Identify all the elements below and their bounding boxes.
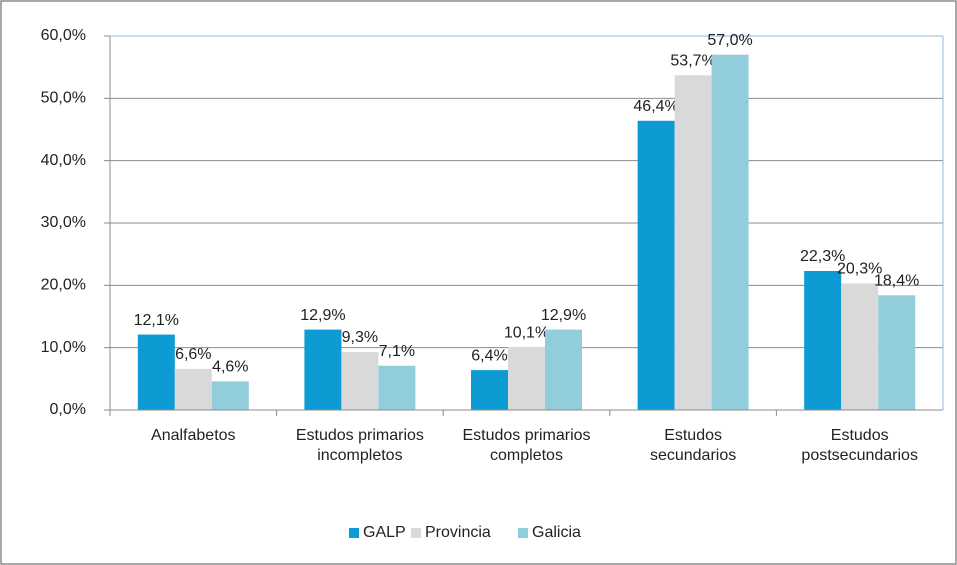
bar	[378, 365, 416, 410]
data-label: 12,9%	[300, 307, 345, 324]
bar	[804, 270, 842, 410]
bar	[841, 283, 879, 410]
legend-swatch	[518, 528, 528, 538]
data-label: 12,1%	[134, 312, 179, 329]
data-label: 46,4%	[633, 98, 678, 115]
y-tick-label: 20,0%	[41, 277, 86, 294]
bar	[637, 120, 675, 411]
legend-label: Provincia	[425, 524, 491, 541]
x-tick-label: Estudos postsecundarios	[801, 427, 918, 464]
y-tick-label: 60,0%	[41, 27, 86, 44]
bar	[471, 370, 508, 410]
y-tick-label: 10,0%	[41, 339, 86, 356]
bar	[711, 54, 749, 410]
data-label: 20,3%	[837, 261, 882, 278]
bar	[508, 347, 545, 410]
data-label: 22,3%	[800, 248, 845, 265]
data-label: 7,1%	[379, 343, 415, 360]
x-tick-label: Estudos secundarios	[649, 427, 737, 464]
legend-label: GALP	[363, 524, 406, 541]
legend-swatch	[411, 528, 421, 538]
data-label: 12,9%	[541, 307, 586, 324]
legend-swatch	[349, 528, 359, 538]
legend-label: Galicia	[532, 524, 581, 541]
data-label: 4,6%	[212, 359, 248, 376]
data-label: 9,3%	[342, 329, 378, 346]
x-tick-label: Analfabetos	[151, 427, 236, 444]
y-tick-label: 30,0%	[41, 214, 86, 231]
data-label: 18,4%	[874, 273, 919, 290]
x-tick-label: Estudos primarios incompletos	[295, 427, 424, 464]
bar	[304, 329, 342, 410]
bar	[137, 334, 175, 410]
data-label: 57,0%	[707, 32, 752, 49]
data-label: 53,7%	[670, 52, 715, 69]
bar	[174, 368, 212, 410]
bar	[341, 352, 379, 410]
bar	[211, 381, 249, 410]
bar	[545, 329, 582, 410]
data-label: 6,6%	[175, 346, 211, 363]
data-label: 10,1%	[504, 324, 549, 341]
data-label: 6,4%	[471, 347, 507, 364]
y-tick-label: 0,0%	[50, 401, 86, 418]
y-tick-label: 50,0%	[41, 90, 86, 107]
bar	[674, 75, 712, 411]
x-tick-label: Estudos primarios completos	[462, 427, 591, 464]
y-tick-label: 40,0%	[41, 152, 86, 169]
bar	[878, 295, 916, 410]
